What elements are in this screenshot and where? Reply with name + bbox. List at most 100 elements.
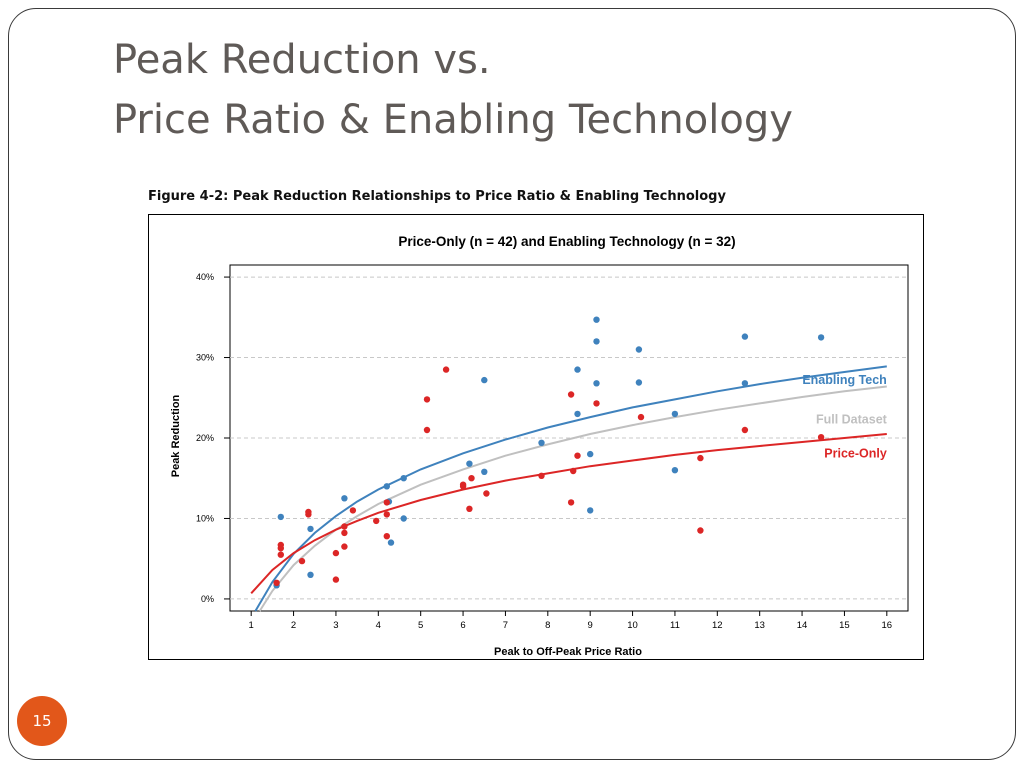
x-tick-label: 3 [333,620,338,631]
x-tick-label: 2 [291,620,296,631]
chart-border [148,214,924,660]
price-only-point [483,490,490,497]
enabling-tech-point [400,515,407,522]
x-tick-label: 13 [754,620,765,631]
price-only-point [273,579,280,586]
enabling-tech-point [481,468,488,475]
price-only-point [341,523,348,530]
x-tick-label: 15 [839,620,850,631]
enabling-tech-point [277,513,284,521]
slide-title-line-1: Peak Reduction vs. [113,37,491,83]
x-axis-label: Peak to Off-Peak Price Ratio [494,646,642,658]
enabling-tech-point [307,525,314,533]
enabling-tech-point [671,467,679,474]
price-only-point [423,396,431,403]
price-only-point [697,454,704,462]
price-only-point [570,467,577,475]
y-tick-label: 20% [196,433,214,443]
enabling-tech-point [383,483,390,490]
enabling-tech-point [341,495,348,502]
enabling-tech-point [466,460,473,467]
price-only-point [697,527,704,534]
enabling-tech-point [635,379,643,386]
price-only-point [741,426,749,434]
y-tick-label: 10% [196,513,214,523]
slide-title: Peak Reduction vs. Price Ratio & Enablin… [113,30,793,150]
enabling-tech-point [741,380,749,387]
x-tick-label: 14 [797,620,808,631]
enabling-tech-fit-curve [254,365,887,612]
x-tick-label: 16 [882,620,893,631]
price-only-point [637,413,645,421]
x-tick-label: 5 [418,620,423,631]
enabling-tech-point [587,507,594,514]
y-tick-label: 40% [196,272,214,282]
price-only-point [298,557,306,565]
enabling-tech-point [400,475,407,482]
price-only-point [277,551,284,558]
price-only-point [341,529,348,537]
enabling-tech-point [671,410,679,418]
enabling-tech-point [587,450,594,458]
enabling-tech-point [593,380,600,387]
price-only-point [423,426,431,434]
enabling-tech-point [574,366,581,373]
enabling-tech-point [593,316,600,323]
price-only-point [277,545,284,552]
scatter-chart: Price-Only (n = 42) and Enabling Technol… [148,214,924,660]
x-tick-label: 12 [712,620,723,631]
enabling-tech-point [307,571,314,578]
fit-curves [250,365,887,612]
enabling-tech-point [481,376,488,384]
price-only-point [459,483,467,490]
x-tick-label: 7 [503,620,508,631]
enabling-tech-point [817,334,825,341]
x-tick-label: 6 [460,620,465,631]
price-only-point [373,517,380,525]
price-only-point [468,475,475,482]
figure-caption: Figure 4-2: Peak Reduction Relationships… [148,189,726,204]
enabling-tech-series-label: Enabling Tech [802,373,887,387]
price-only-point [567,391,575,398]
enabling-tech-point [538,439,545,446]
x-tick-label: 4 [376,620,381,631]
price-only-point [567,499,575,506]
grid-lines [230,276,908,600]
price-only-point [383,499,390,506]
price-only-point [383,511,390,518]
slide-title-line-2: Price Ratio & Enabling Technology [113,97,793,143]
page-number-badge: 15 [17,696,67,746]
price-only-point [305,511,312,518]
price-only-point [817,434,825,441]
x-tick-label: 10 [627,620,638,631]
price-only-point [538,472,545,479]
price-only-point [349,507,357,514]
full-dataset-series-label: Full Dataset [816,413,888,427]
x-tick-label: 9 [588,620,593,631]
price-only-point [593,400,600,407]
y-tick-label: 0% [201,594,214,604]
full-dataset-fit-curve [258,385,887,612]
y-axis-label: Peak Reduction [170,394,182,477]
series-labels: Enabling Tech Price-Only Full Dataset [802,373,887,460]
chart-title: Price-Only (n = 42) and Enabling Technol… [398,234,735,249]
price-only-point [383,533,390,540]
enabling-tech-point [593,338,600,345]
axes: 0%10%20%30%40%1 2 3 4 5 6 7 8 9 10 11 12 13 14 15 16 [196,272,892,631]
price-only-point [332,576,340,583]
price-only-fit-curve [250,433,887,594]
x-tick-label: 11 [670,620,680,631]
price-only-point [341,543,348,550]
price-only-point [332,549,340,557]
enabling-tech-point [574,410,581,418]
y-tick-label: 30% [196,353,214,363]
price-only-point [574,452,581,459]
x-tick-label: 8 [545,620,550,631]
enabling-tech-point [635,346,643,353]
x-tick-label: 1 [249,620,254,631]
enabling-tech-point [741,333,749,340]
data-points [273,316,825,589]
price-only-point [442,366,450,373]
price-only-series-label: Price-Only [824,446,887,460]
price-only-point [466,505,473,512]
